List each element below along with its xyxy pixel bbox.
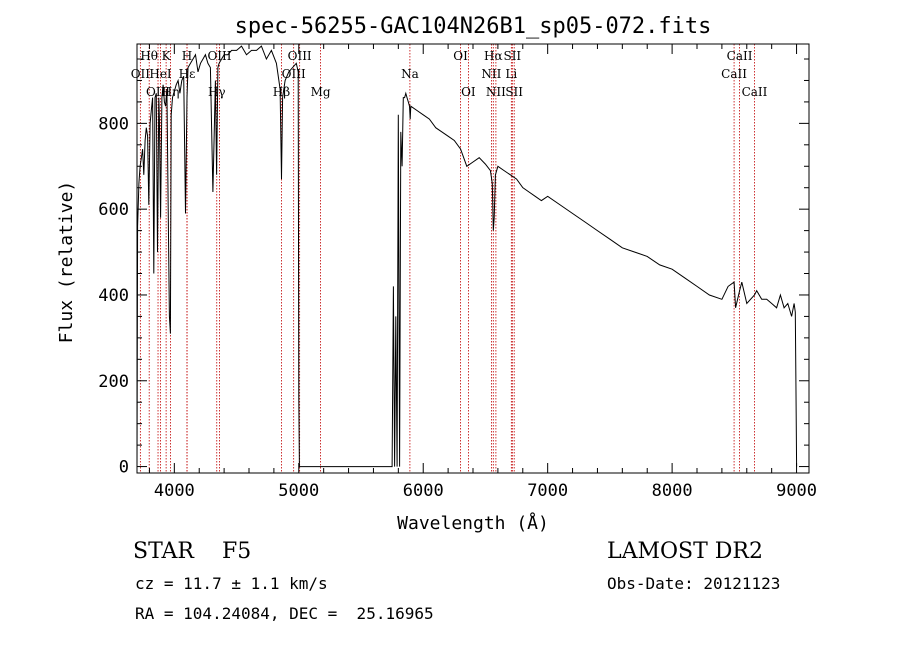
plot-frame [136,43,810,474]
x-axis-ticks: 4000 5000 6000 7000 8000 9000 [148,44,817,501]
y-tick-label: 400 [98,286,129,306]
object-class: STAR F5 [133,539,252,564]
series-layer [136,45,798,468]
line-label: NII [486,85,506,99]
line-label: Na [401,67,419,81]
survey-name: LAMOST DR2 [607,539,763,564]
line-label: Hγ [208,85,226,99]
line-label: OIII [207,49,231,63]
line-label: Hβ [273,85,290,99]
line-label: OI [453,49,468,63]
y-tick-label: 600 [98,200,129,220]
line-label: Hε [179,67,196,81]
spectrum-chart: spec-56255-GAC104N26B1_sp05-072.fits OII… [56,14,817,534]
line-label: CaII [742,85,768,99]
y-axis-ticks: 0 200 400 600 800 [98,58,809,478]
x-tick-label: 8000 [652,481,693,501]
line-label: CaII [721,67,747,81]
line-label: OII [131,67,151,81]
chart-title: spec-56255-GAC104N26B1_sp05-072.fits [235,14,712,39]
line-label: HeI [149,67,172,81]
line-markers [139,44,755,473]
line-label: NII [481,67,501,81]
line-label: Li [505,67,517,81]
line-label: Mg [311,85,331,99]
y-tick-label: 0 [119,458,129,478]
spectrum-line [136,45,798,468]
x-axis-label: Wavelength (Å) [397,512,549,534]
y-tick-label: 800 [98,114,129,134]
redshift-readout: cz = 11.7 ± 1.1 km/s [135,574,328,593]
y-tick-label: 200 [98,372,129,392]
x-tick-label: 7000 [527,481,568,501]
line-label: SII [505,85,523,99]
line-label: H [182,49,192,63]
coordinates-readout: RA = 104.24084, DEC = 25.16965 [135,604,434,623]
x-tick-label: 5000 [278,481,319,501]
y-axis-label: Flux (relative) [56,181,77,344]
observation-date: Obs-Date: 20121123 [607,574,781,593]
line-label: Hθ [140,49,158,63]
line-label: SII [503,49,521,63]
x-tick-label: 6000 [403,481,444,501]
line-label: OIII [282,67,306,81]
x-tick-label: 9000 [776,481,817,501]
line-label: Hα [484,49,503,63]
line-label: OI [461,85,476,99]
line-labels: OIIHθOIIIHeIKHηHεHHγOIIIHβOIIIOIIIMgNaOI… [131,49,768,99]
line-label: OIII [288,49,312,63]
line-label: CaII [727,49,753,63]
line-label: K [162,49,172,63]
x-tick-label: 4000 [154,481,195,501]
